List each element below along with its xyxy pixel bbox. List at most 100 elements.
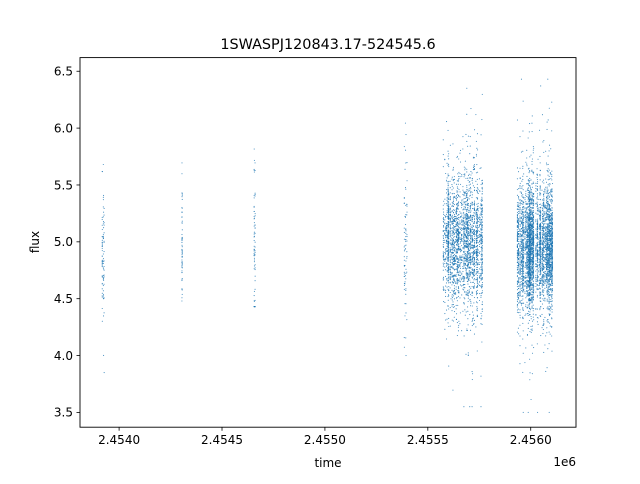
data-point — [253, 215, 255, 218]
data-point — [471, 201, 474, 203]
data-point — [473, 278, 475, 280]
data-point — [531, 330, 533, 332]
data-point — [480, 242, 482, 244]
data-point — [457, 260, 459, 262]
data-point — [467, 236, 469, 238]
data-point — [459, 312, 461, 314]
data-point — [530, 297, 532, 299]
data-point — [463, 201, 465, 203]
data-point — [480, 296, 482, 298]
data-point — [517, 280, 519, 282]
data-point — [530, 194, 532, 196]
data-point — [538, 129, 541, 131]
data-point — [452, 320, 454, 322]
data-point — [480, 258, 482, 260]
data-point — [403, 231, 405, 234]
data-point — [470, 171, 472, 173]
data-point — [463, 211, 465, 213]
data-point — [453, 242, 455, 245]
data-point — [476, 262, 478, 264]
data-point — [446, 245, 448, 247]
data-point — [458, 227, 460, 229]
data-point — [456, 256, 458, 258]
data-point — [464, 309, 466, 311]
data-point — [406, 205, 408, 207]
data-point — [464, 267, 466, 269]
data-point — [449, 207, 451, 209]
data-point — [459, 266, 461, 268]
data-point — [451, 205, 453, 207]
data-point — [516, 276, 518, 278]
data-point — [467, 295, 470, 297]
data-point — [403, 250, 405, 252]
data-point — [476, 249, 478, 251]
data-point — [455, 293, 457, 295]
data-point — [253, 225, 255, 227]
data-point — [443, 301, 445, 303]
data-point — [472, 281, 474, 283]
data-point — [472, 254, 474, 256]
data-point — [451, 214, 453, 216]
data-point — [471, 244, 473, 247]
data-point — [465, 269, 467, 271]
data-point — [458, 274, 460, 276]
data-point — [181, 240, 183, 242]
data-point — [542, 233, 545, 235]
data-point — [481, 301, 483, 303]
data-point — [477, 149, 479, 151]
data-point — [477, 221, 479, 223]
data-point — [550, 220, 552, 222]
data-point — [466, 273, 468, 275]
data-point — [181, 272, 183, 274]
data-point — [465, 271, 467, 273]
data-point — [457, 279, 459, 281]
data-point — [453, 193, 455, 195]
data-point — [480, 208, 482, 210]
data-point — [463, 195, 465, 197]
data-point — [473, 212, 475, 214]
data-point — [450, 237, 452, 239]
data-point — [481, 315, 483, 317]
data-point — [448, 317, 450, 320]
data-point — [452, 304, 454, 306]
data-point — [457, 287, 460, 289]
data-point — [480, 239, 482, 241]
data-point — [451, 202, 453, 204]
data-point — [547, 197, 549, 199]
data-point — [473, 269, 476, 271]
data-point — [516, 301, 519, 303]
data-point — [461, 220, 463, 222]
data-point — [467, 283, 469, 285]
data-point — [477, 192, 479, 195]
data-point — [465, 294, 467, 296]
data-point — [467, 204, 469, 206]
data-point — [181, 252, 183, 255]
data-point — [447, 200, 449, 202]
data-point — [469, 186, 472, 189]
data-point — [449, 248, 451, 250]
data-point — [458, 237, 460, 239]
data-point — [519, 182, 521, 184]
data-point — [449, 264, 451, 266]
data-point — [101, 224, 103, 226]
data-point — [473, 285, 476, 287]
data-point — [462, 268, 464, 270]
data-point — [461, 250, 463, 252]
data-point — [539, 309, 541, 311]
data-point — [535, 283, 537, 285]
data-point — [471, 218, 473, 220]
data-point — [466, 184, 468, 186]
data-point — [472, 311, 474, 313]
data-point — [481, 267, 483, 269]
data-point — [531, 158, 533, 160]
data-point — [475, 326, 477, 328]
data-point — [253, 245, 255, 247]
data-point — [456, 180, 458, 182]
data-point — [449, 219, 451, 221]
data-point — [457, 234, 459, 236]
data-point — [469, 206, 472, 208]
data-point — [449, 192, 451, 194]
data-point — [456, 335, 458, 337]
data-point — [465, 201, 467, 203]
data-point — [481, 215, 483, 218]
